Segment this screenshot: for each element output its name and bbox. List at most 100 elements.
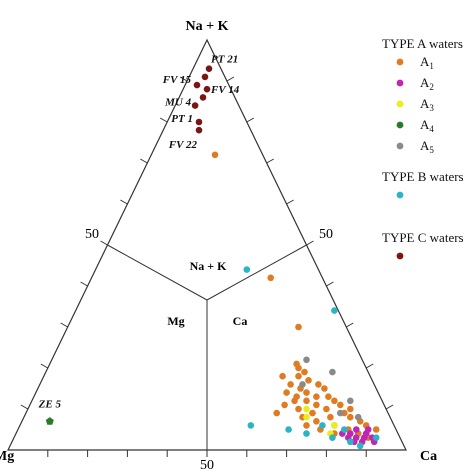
- point-a4: [45, 417, 54, 425]
- legend-entry-label: A5: [420, 138, 434, 155]
- point-a1: [293, 360, 300, 368]
- legend-marker: [396, 58, 404, 66]
- point-a1: [305, 377, 312, 384]
- tick-left: [179, 76, 188, 82]
- point-b: [243, 266, 251, 273]
- point-a1: [273, 409, 281, 417]
- tick-left: [60, 322, 68, 328]
- point-a1: [267, 274, 275, 282]
- legend-group-title: TYPE A waters: [382, 36, 463, 51]
- point-a3: [331, 422, 338, 429]
- tick-right: [266, 158, 274, 164]
- tick-left: [80, 281, 88, 287]
- tick-right: [286, 199, 294, 205]
- vertex-label-right: Ca: [420, 449, 437, 464]
- interior-label-left: Mg: [167, 314, 184, 328]
- legend-group-title: TYPE B waters: [382, 169, 464, 184]
- point-b: [372, 434, 380, 442]
- point-c: [203, 85, 211, 93]
- interior-label-top: Na + K: [190, 259, 228, 273]
- point-a1: [313, 418, 320, 425]
- tick-right: [326, 281, 334, 287]
- point-b: [247, 422, 255, 429]
- legend-marker: [396, 79, 404, 87]
- annotation-label: PT 21: [211, 54, 238, 66]
- vertex-label-top: Na + K: [186, 19, 229, 34]
- point-a3: [303, 405, 310, 413]
- point-c: [201, 73, 209, 81]
- point-c: [205, 65, 213, 72]
- interior-label-right: Ca: [233, 314, 248, 328]
- tick-right: [226, 76, 235, 82]
- point-a3: [303, 413, 310, 421]
- point-a1: [211, 151, 219, 159]
- point-a5: [354, 413, 362, 421]
- tick-label-right-50: 50: [319, 227, 333, 242]
- sample-annotations: PT 21 FV 15 FV 14 MU 4 PT 1 FV 22 ZE 5: [38, 54, 240, 411]
- point-a1: [293, 393, 300, 401]
- point-a1: [313, 401, 320, 409]
- tick-left: [40, 363, 49, 369]
- legend-entry-subscript: 2: [429, 82, 434, 92]
- tick-label-left-50: 50: [85, 227, 99, 242]
- annotation-label: MU 4: [164, 97, 191, 109]
- legend-marker: [396, 142, 404, 150]
- point-c: [195, 118, 203, 126]
- point-b: [329, 434, 336, 442]
- annotation-label: FV 22: [168, 139, 198, 151]
- legend: TYPE A waters A1 A2 A3 A4 A5 TYPE B waters TYPE…: [382, 36, 464, 260]
- point-a1: [327, 413, 334, 421]
- tick-left: [20, 404, 29, 410]
- point-a1: [283, 389, 290, 396]
- annotation-label: FV 14: [210, 84, 240, 96]
- annotation-label: PT 1: [171, 113, 193, 125]
- point-a2: [364, 426, 372, 433]
- point-a1: [313, 393, 320, 401]
- tick-left: [100, 240, 108, 246]
- legend-entry-subscript: 3: [429, 103, 434, 113]
- point-b: [356, 442, 364, 450]
- legend-marker: [396, 191, 404, 199]
- point-c: [191, 102, 199, 109]
- divider-left: [107, 244, 208, 301]
- legend-entry-subscript: 4: [429, 124, 434, 134]
- point-a5: [299, 381, 306, 388]
- point-a1: [279, 372, 286, 380]
- tick-right: [346, 322, 354, 328]
- point-a1: [325, 393, 332, 401]
- point-b: [319, 422, 326, 429]
- point-a1: [315, 381, 322, 388]
- point-a1: [321, 385, 328, 392]
- legend-marker: [396, 100, 404, 108]
- point-a1: [331, 397, 338, 405]
- point-a1: [301, 368, 308, 376]
- tick-right: [306, 240, 314, 246]
- point-a1: [303, 422, 310, 429]
- point-a5: [347, 397, 354, 405]
- point-b: [347, 438, 354, 446]
- tick-label-bottom-50: 50: [200, 458, 214, 473]
- legend-entry-label: A3: [420, 96, 434, 113]
- point-a1: [303, 389, 310, 396]
- point-c: [199, 94, 207, 101]
- legend-group-title: TYPE C waters: [382, 230, 464, 245]
- data-points: [45, 65, 380, 450]
- point-a1: [347, 413, 354, 421]
- point-a1: [372, 426, 380, 433]
- point-a5: [329, 368, 336, 376]
- tick-right: [365, 363, 374, 369]
- point-b: [341, 426, 348, 433]
- tick-right: [246, 117, 255, 123]
- point-a1: [281, 401, 288, 409]
- point-a1: [303, 397, 310, 405]
- point-a1: [337, 401, 344, 409]
- edge-ticks: [20, 76, 394, 457]
- point-a1: [309, 409, 316, 417]
- point-a1: [323, 405, 330, 413]
- point-a1: [295, 405, 302, 413]
- point-b: [331, 307, 338, 314]
- point-a1: [347, 405, 354, 413]
- legend-marker: [396, 252, 404, 260]
- annotation-label: FV 15: [162, 74, 192, 86]
